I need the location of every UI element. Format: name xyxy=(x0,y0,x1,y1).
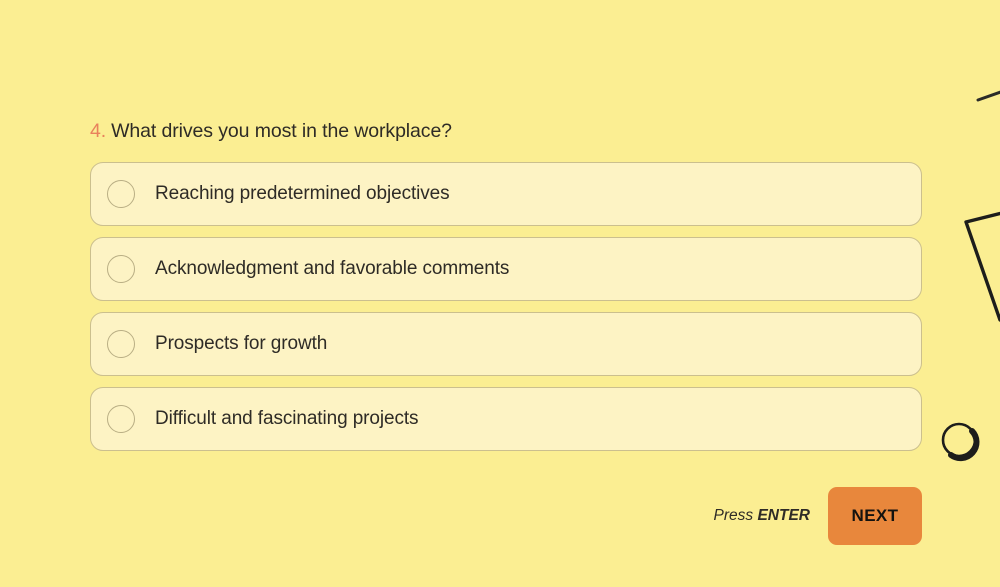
press-enter-hint: Press ENTER xyxy=(714,507,810,525)
answer-option-label: Difficult and fascinating projects xyxy=(155,408,419,429)
answer-option-label: Prospects for growth xyxy=(155,333,328,354)
crescent-circle-fill-icon xyxy=(948,428,980,462)
radio-button-icon[interactable] xyxy=(107,255,135,283)
question-number: 4. xyxy=(90,120,107,142)
footer-bar: Press ENTER NEXT xyxy=(90,487,922,545)
radio-button-icon[interactable] xyxy=(107,180,135,208)
press-enter-key: ENTER xyxy=(757,507,810,524)
answer-option-label: Reaching predetermined objectives xyxy=(155,183,450,204)
crescent-circle-outline-icon xyxy=(941,422,977,458)
answer-option-4[interactable]: Difficult and fascinating projects xyxy=(90,387,922,451)
answer-option-label: Acknowledgment and favorable comments xyxy=(155,258,510,279)
triangle-outline-icon xyxy=(964,211,1000,322)
radio-button-icon[interactable] xyxy=(107,405,135,433)
page-title: What drives you most in the workplace? xyxy=(111,120,452,142)
radio-button-icon[interactable] xyxy=(107,330,135,358)
question-block: 4. What drives you most in the workplace? xyxy=(90,118,922,144)
answer-options-list: Reaching predetermined objectives Acknow… xyxy=(90,162,922,451)
next-button[interactable]: NEXT xyxy=(828,487,922,545)
answer-option-3[interactable]: Prospects for growth xyxy=(90,312,922,376)
question-line: 4. What drives you most in the workplace? xyxy=(90,118,922,144)
answer-option-2[interactable]: Acknowledgment and favorable comments xyxy=(90,237,922,301)
answer-option-1[interactable]: Reaching predetermined objectives xyxy=(90,162,922,226)
press-enter-prefix: Press xyxy=(713,507,754,524)
diagonal-line-icon xyxy=(976,90,1000,102)
